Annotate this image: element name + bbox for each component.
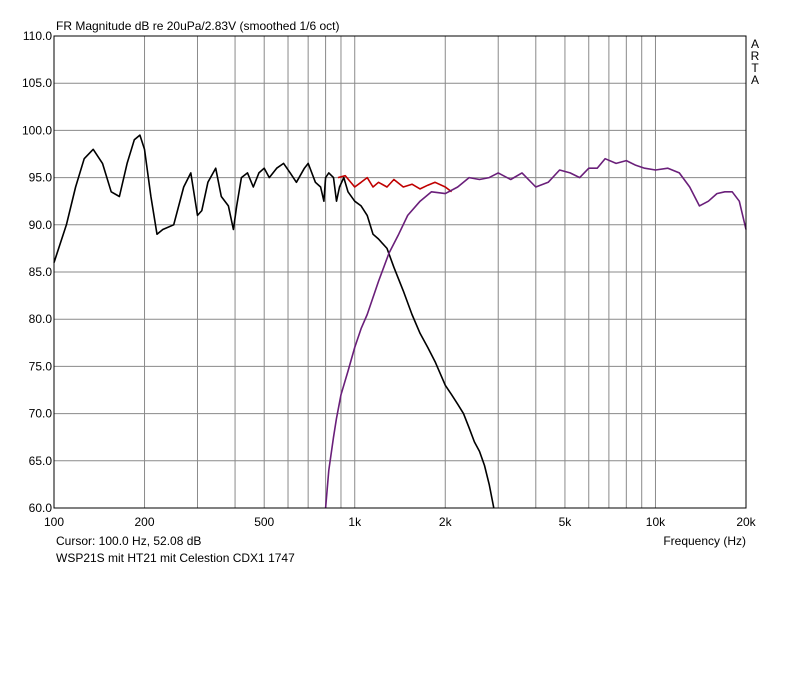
x-tick-label: 2k (439, 515, 453, 529)
x-tick-label: 20k (736, 515, 756, 529)
x-tick-label: 5k (559, 515, 573, 529)
y-tick-label: 105.0 (22, 76, 52, 90)
y-tick-label: 65.0 (29, 454, 53, 468)
y-tick-label: 95.0 (29, 171, 53, 185)
watermark-letter: A (751, 73, 759, 87)
watermark-letter: T (751, 61, 759, 75)
series-line (324, 157, 747, 509)
chart-title: FR Magnitude dB re 20uPa/2.83V (smoothed… (56, 19, 340, 33)
x-tick-label: 500 (254, 515, 274, 529)
y-tick-label: 110.0 (23, 29, 52, 43)
y-tick-label: 60.0 (29, 501, 53, 515)
series-layer (53, 134, 747, 509)
x-tick-label: 1k (348, 515, 362, 529)
series-line (53, 134, 495, 509)
series-line (337, 174, 453, 193)
x-tick-label: 100 (44, 515, 64, 529)
y-tick-label: 85.0 (29, 265, 53, 279)
x-tick-label: 200 (135, 515, 155, 529)
y-tick-label: 75.0 (29, 359, 53, 373)
y-tick-label: 80.0 (29, 312, 53, 326)
x-axis-ticks: 100 200 500 1k 2k 5k 10k 20k (44, 515, 757, 529)
watermark-letter: A (751, 37, 759, 51)
y-tick-label: 90.0 (29, 218, 53, 232)
measurement-note: WSP21S mit HT21 mit Celestion CDX1 1747 (56, 551, 295, 565)
cursor-readout: Cursor: 100.0 Hz, 52.08 dB (56, 534, 201, 548)
watermark-letter: R (751, 49, 760, 63)
y-tick-label: 100.0 (22, 123, 52, 137)
y-axis-ticks: 110.0 105.0 100.0 95.0 90.0 85.0 80.0 75.0 70.0 6… (22, 29, 52, 515)
y-tick-label: 70.0 (29, 407, 53, 421)
plot-frame (53, 35, 747, 509)
x-tick-label: 10k (646, 515, 666, 529)
x-axis-label: Frequency (Hz) (663, 534, 746, 548)
